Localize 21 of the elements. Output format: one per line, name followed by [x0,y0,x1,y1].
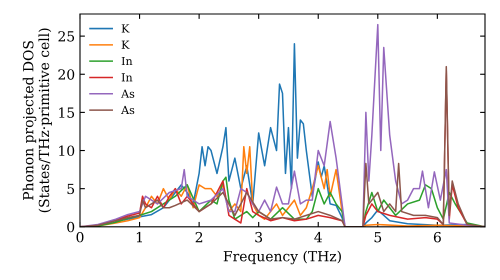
legend-label: K [122,24,130,32]
x-tick-label: 6 [434,232,441,242]
y-tick-label: 15 [59,107,74,118]
legend-label: In [122,56,132,66]
x-tick-label: 4 [314,232,322,242]
x-tick-label: 2 [196,232,202,242]
y-tick-label: 0 [67,222,74,232]
x-tick-label: 3 [255,232,262,242]
y-tick-label: 25 [58,31,74,42]
legend-label: In [122,73,132,82]
legend-label: As [121,106,134,114]
x-tick-label: 1 [136,232,142,242]
legend-label: As [121,90,134,98]
y-tick-label: 20 [58,69,74,80]
y-axis-title: Phonon projected DOS (States/THz·primitive cell) [22,28,52,212]
x-tick-label: 0 [76,232,84,242]
legend-label: K [122,40,130,49]
y-tick-label: 5 [67,184,74,194]
x-tick-label: 5 [374,232,382,242]
x-axis-title: Frequency (THz) [224,250,341,264]
y-tick-label: 10 [59,145,74,156]
